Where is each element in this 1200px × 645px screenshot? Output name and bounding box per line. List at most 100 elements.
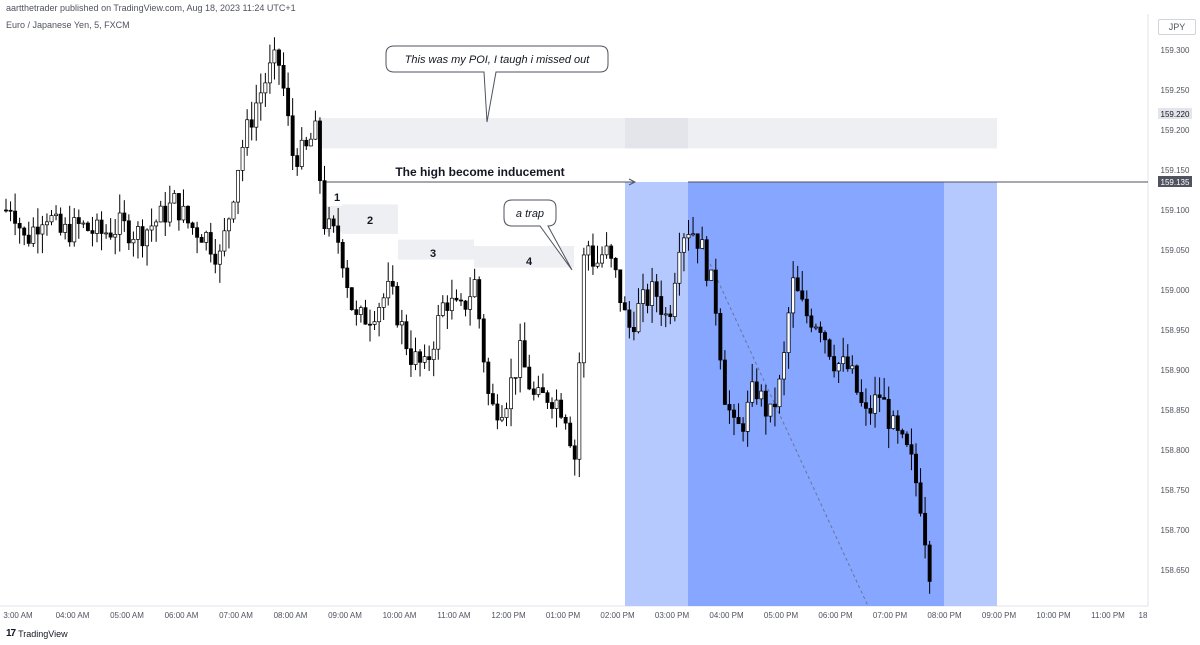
inducement-label[interactable]: The high become inducement bbox=[395, 165, 564, 179]
candle-body bbox=[914, 453, 918, 484]
candle-body bbox=[418, 351, 423, 363]
candle bbox=[772, 387, 777, 427]
candle bbox=[481, 314, 486, 373]
zone-3[interactable] bbox=[398, 239, 474, 260]
candle-body bbox=[832, 356, 837, 372]
candle-body bbox=[44, 221, 49, 226]
candle-body bbox=[108, 232, 113, 238]
candle-body bbox=[795, 277, 800, 292]
poi-callout[interactable]: This was my POI, I taugh i missed out bbox=[385, 45, 609, 123]
candle-body bbox=[286, 87, 291, 117]
candle-body bbox=[718, 312, 723, 361]
trap-callout[interactable]: a trap bbox=[503, 199, 573, 271]
candle-body bbox=[204, 232, 209, 243]
candle-body bbox=[54, 213, 59, 216]
candle bbox=[791, 261, 796, 328]
candle-body bbox=[763, 390, 768, 417]
candle bbox=[295, 148, 300, 176]
candle bbox=[368, 309, 372, 342]
candle bbox=[672, 272, 677, 322]
candle bbox=[863, 388, 868, 426]
candle-body bbox=[500, 417, 504, 421]
candle bbox=[750, 363, 755, 407]
candle bbox=[554, 389, 559, 428]
target-zone-left[interactable] bbox=[625, 182, 688, 606]
candle bbox=[823, 330, 827, 354]
price-tick-label: 159.200 bbox=[1161, 126, 1190, 135]
position-tool[interactable] bbox=[625, 182, 997, 606]
tradingview-brand[interactable]: 17 TradingView bbox=[6, 628, 68, 639]
candle bbox=[813, 323, 818, 331]
candle bbox=[67, 205, 72, 247]
inducement-price-label-bg bbox=[1158, 176, 1192, 187]
candle-body bbox=[668, 313, 673, 317]
time-tick-label: 01:00 PM bbox=[546, 611, 581, 620]
candle-body bbox=[927, 544, 932, 582]
zone-label-4[interactable]: 4 bbox=[526, 256, 533, 268]
target-zone-right[interactable] bbox=[944, 182, 997, 606]
tradingview-logo-icon: 17 bbox=[6, 628, 16, 639]
candle-body bbox=[490, 393, 495, 405]
candle-body bbox=[81, 222, 86, 225]
candle-body bbox=[208, 232, 213, 255]
candle-body bbox=[281, 65, 286, 89]
candle-body bbox=[49, 215, 54, 223]
zone-label-1[interactable]: 1 bbox=[334, 192, 340, 204]
candle bbox=[631, 311, 636, 341]
candle bbox=[873, 376, 878, 428]
candle bbox=[199, 234, 204, 243]
price-tick-label: 159.100 bbox=[1161, 206, 1190, 215]
candle bbox=[577, 352, 582, 478]
time-axis[interactable]: 3:00 AM 04:00 AM 05:00 AM 06:00 AM 07:00 AM 0… bbox=[3, 611, 1148, 620]
candle-body bbox=[404, 321, 409, 350]
zone-label-3[interactable]: 3 bbox=[430, 248, 436, 260]
candle-body bbox=[873, 394, 878, 414]
candle bbox=[240, 139, 245, 182]
candle-body bbox=[622, 302, 627, 311]
candle-body bbox=[140, 226, 145, 247]
candle-body bbox=[267, 62, 272, 84]
candle bbox=[468, 277, 473, 326]
zone-2[interactable] bbox=[342, 204, 398, 234]
zone-label-2[interactable]: 2 bbox=[367, 215, 373, 227]
candle-body bbox=[568, 422, 573, 447]
candle-body bbox=[131, 238, 136, 244]
symbol-info: Euro / Japanese Yen, 5, FXCM bbox=[6, 20, 130, 30]
candle bbox=[595, 245, 600, 269]
candle bbox=[17, 217, 22, 244]
candle bbox=[613, 257, 618, 278]
candle bbox=[545, 390, 550, 410]
candle-body bbox=[313, 120, 318, 140]
candle-body bbox=[258, 92, 263, 104]
profit-zone[interactable] bbox=[688, 182, 944, 606]
inducement-price-label-text: 159.135 bbox=[1161, 178, 1190, 187]
poi-price-label-text: 159.220 bbox=[1161, 110, 1190, 119]
currency-badge[interactable]: JPY bbox=[1158, 19, 1196, 35]
candle bbox=[158, 200, 163, 223]
candle-body bbox=[604, 245, 609, 256]
candle bbox=[190, 221, 195, 235]
candle bbox=[72, 208, 77, 247]
candle-body bbox=[4, 209, 8, 212]
candle bbox=[895, 410, 900, 444]
price-axis[interactable]: 159.300 159.250 159.200 159.150 159.100 159.0… bbox=[1161, 46, 1190, 575]
candle-body bbox=[318, 120, 322, 181]
candle bbox=[654, 274, 659, 313]
candle bbox=[363, 299, 368, 325]
candle-body bbox=[85, 222, 90, 231]
zone-4[interactable] bbox=[474, 246, 574, 268]
candle-body bbox=[222, 230, 227, 252]
candle-body bbox=[149, 225, 154, 231]
dashed-trend-line[interactable] bbox=[699, 241, 869, 607]
candle bbox=[891, 410, 896, 430]
candle-body bbox=[199, 236, 204, 243]
candle-body bbox=[195, 227, 200, 238]
candle-body bbox=[768, 403, 773, 417]
candle-body bbox=[163, 205, 168, 223]
candle bbox=[800, 270, 805, 302]
candle bbox=[299, 127, 304, 170]
candle-body bbox=[509, 377, 514, 410]
candle-body bbox=[231, 201, 236, 220]
candle bbox=[559, 393, 564, 419]
